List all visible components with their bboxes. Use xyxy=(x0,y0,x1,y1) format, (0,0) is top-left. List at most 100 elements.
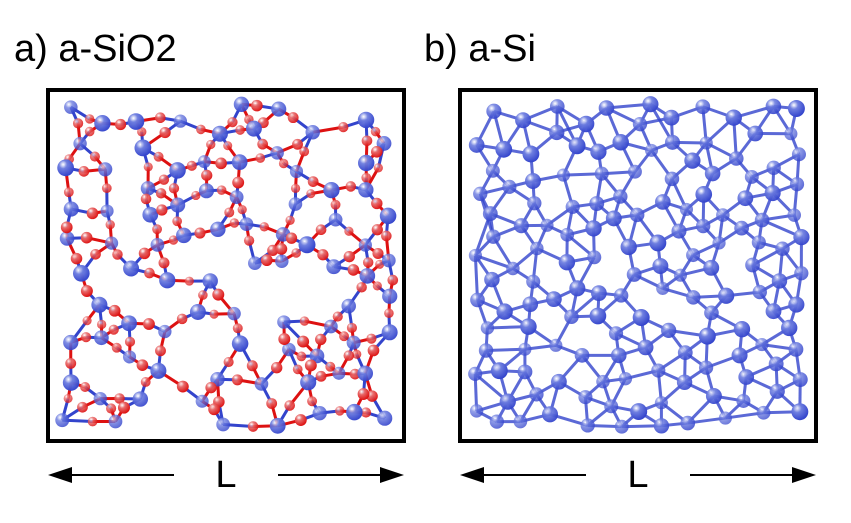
o-atom xyxy=(232,177,244,189)
si-atom xyxy=(734,221,749,236)
o-atom xyxy=(358,388,370,400)
o-atom xyxy=(160,127,171,138)
panel-a-length-scale: L xyxy=(46,455,406,495)
si-atom xyxy=(232,335,249,352)
si-atom xyxy=(619,372,632,385)
si-atom xyxy=(557,169,570,182)
o-atom xyxy=(61,221,73,233)
si-atom xyxy=(176,228,192,244)
si-atom xyxy=(767,161,781,175)
o-atom xyxy=(115,119,126,130)
si-atom xyxy=(729,151,744,166)
si-atom xyxy=(737,190,753,206)
si-atom xyxy=(705,166,721,182)
si-atom xyxy=(745,170,759,184)
si-atom xyxy=(326,259,341,274)
o-atom xyxy=(64,394,73,403)
o-atom xyxy=(251,100,263,112)
si-atom xyxy=(91,297,107,313)
si-atom xyxy=(358,112,374,128)
si-atom xyxy=(530,242,544,256)
si-atom xyxy=(248,256,262,270)
si-atom xyxy=(486,164,500,178)
si-atom xyxy=(527,196,541,210)
o-atom xyxy=(139,248,151,260)
panel-a-title: a) a-SiO2 xyxy=(14,30,177,68)
o-atom xyxy=(169,183,179,193)
si-atom xyxy=(770,384,785,399)
si-atom xyxy=(695,99,710,114)
o-atom xyxy=(247,360,258,371)
o-atom xyxy=(87,208,99,220)
o-atom xyxy=(339,331,349,341)
si-atom xyxy=(703,260,719,276)
si-atom xyxy=(614,288,628,302)
o-atom xyxy=(305,360,317,372)
si-atom xyxy=(359,238,372,251)
o-atom xyxy=(112,343,122,353)
si-atom xyxy=(649,234,666,251)
o-atom xyxy=(81,332,91,342)
si-atom xyxy=(57,159,74,176)
si-atom xyxy=(240,217,254,231)
o-atom xyxy=(196,125,206,135)
si-atom xyxy=(128,113,145,130)
si-atom xyxy=(520,318,537,335)
si-atom xyxy=(341,299,356,314)
o-atom xyxy=(344,251,355,262)
o-atom xyxy=(106,403,116,413)
si-atom xyxy=(270,146,283,159)
si-atom xyxy=(628,165,642,179)
si-atom xyxy=(73,265,90,282)
si-atom xyxy=(716,208,730,222)
o-atom xyxy=(198,290,208,300)
o-atom xyxy=(152,224,162,234)
o-atom xyxy=(172,216,182,226)
o-atom xyxy=(347,323,357,333)
si-atom xyxy=(793,372,808,387)
si-atom xyxy=(210,222,225,237)
o-atom xyxy=(206,140,215,149)
o-atom xyxy=(223,141,232,150)
si-atom xyxy=(94,115,110,131)
o-atom xyxy=(141,194,152,205)
o-atom xyxy=(373,281,382,290)
si-atom xyxy=(630,403,647,420)
si-atom xyxy=(745,258,760,273)
o-atom xyxy=(141,377,151,387)
si-atom xyxy=(469,137,485,153)
si-atom xyxy=(612,134,628,150)
si-atom xyxy=(775,242,789,256)
o-atom xyxy=(291,184,300,193)
si-atom xyxy=(564,309,578,323)
o-atom xyxy=(256,153,266,163)
si-atom xyxy=(109,415,123,429)
si-atom xyxy=(290,165,303,178)
si-atom xyxy=(680,203,693,216)
o-atom xyxy=(71,253,82,264)
si-atom xyxy=(766,99,782,115)
si-atom xyxy=(174,115,187,128)
si-atom xyxy=(486,104,501,119)
o-atom xyxy=(297,336,309,348)
panel-b-scale-label: L xyxy=(458,455,818,495)
si-atom xyxy=(793,229,809,245)
si-atom xyxy=(790,177,804,191)
o-atom xyxy=(307,396,317,406)
si-atom xyxy=(645,144,658,157)
o-atom xyxy=(368,345,380,357)
panel-a-scale-label: L xyxy=(46,455,406,495)
o-atom xyxy=(208,403,220,415)
si-atom xyxy=(522,296,538,312)
si-atom xyxy=(699,328,716,345)
o-atom xyxy=(224,357,234,367)
si-atom xyxy=(500,394,516,410)
o-atom xyxy=(306,189,315,198)
o-atom xyxy=(177,314,188,325)
si-atom xyxy=(515,112,531,128)
si-atom xyxy=(490,415,504,429)
o-atom xyxy=(81,285,93,297)
si-atom xyxy=(549,125,564,140)
si-atom xyxy=(522,146,539,163)
o-atom xyxy=(201,170,212,181)
